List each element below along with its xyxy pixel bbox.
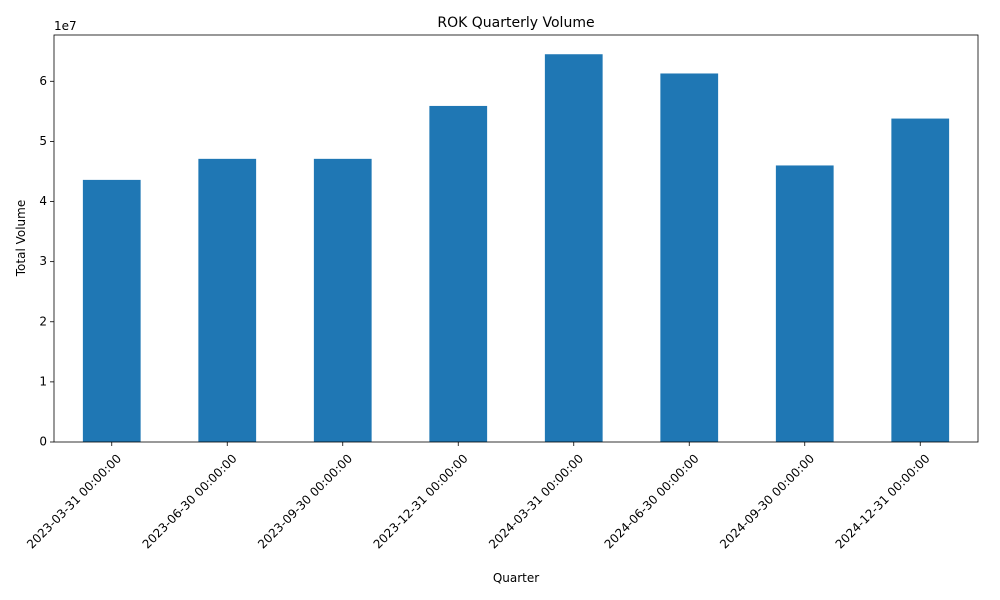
bar xyxy=(198,158,257,442)
bar xyxy=(429,105,488,442)
y-tick-label: 3 xyxy=(39,254,47,268)
y-tick-label: 1 xyxy=(39,374,47,388)
bars-group xyxy=(82,54,950,443)
y-tick-label: 4 xyxy=(39,194,47,208)
y-tick-label: 5 xyxy=(39,134,47,148)
x-tick-label: 2024-09-30 00:00:00 xyxy=(717,451,817,551)
x-axis-label: Quarter xyxy=(493,571,539,585)
x-axis-ticks: 2023-03-31 00:00:00 2023-06-30 00:00:00 20… xyxy=(24,442,933,551)
x-tick-label: 2024-06-30 00:00:00 xyxy=(602,451,702,551)
y-offset-text: 1e7 xyxy=(54,19,77,33)
x-tick-label: 2023-03-31 00:00:00 xyxy=(24,451,124,551)
bar xyxy=(660,73,719,443)
bar xyxy=(82,179,141,443)
bar xyxy=(544,54,603,442)
x-tick-label: 2023-06-30 00:00:00 xyxy=(140,451,240,551)
x-tick-label: 2023-09-30 00:00:00 xyxy=(255,451,355,551)
y-axis-label: Total Volume xyxy=(14,200,28,277)
plot-frame xyxy=(53,34,979,443)
y-tick-label: 0 xyxy=(39,435,47,449)
bar xyxy=(891,118,950,442)
x-tick-label: 2023-12-31 00:00:00 xyxy=(371,451,471,551)
y-tick-label: 2 xyxy=(39,314,47,328)
chart-title: ROK Quarterly Volume xyxy=(437,15,594,31)
bar xyxy=(313,158,372,442)
x-tick-label: 2024-12-31 00:00:00 xyxy=(833,451,933,551)
y-tick-label: 6 xyxy=(39,74,47,88)
y-axis-ticks: 0 1 2 3 4 5 6 xyxy=(39,74,54,449)
x-tick-label: 2024-03-31 00:00:00 xyxy=(486,451,586,551)
bar xyxy=(775,165,834,442)
